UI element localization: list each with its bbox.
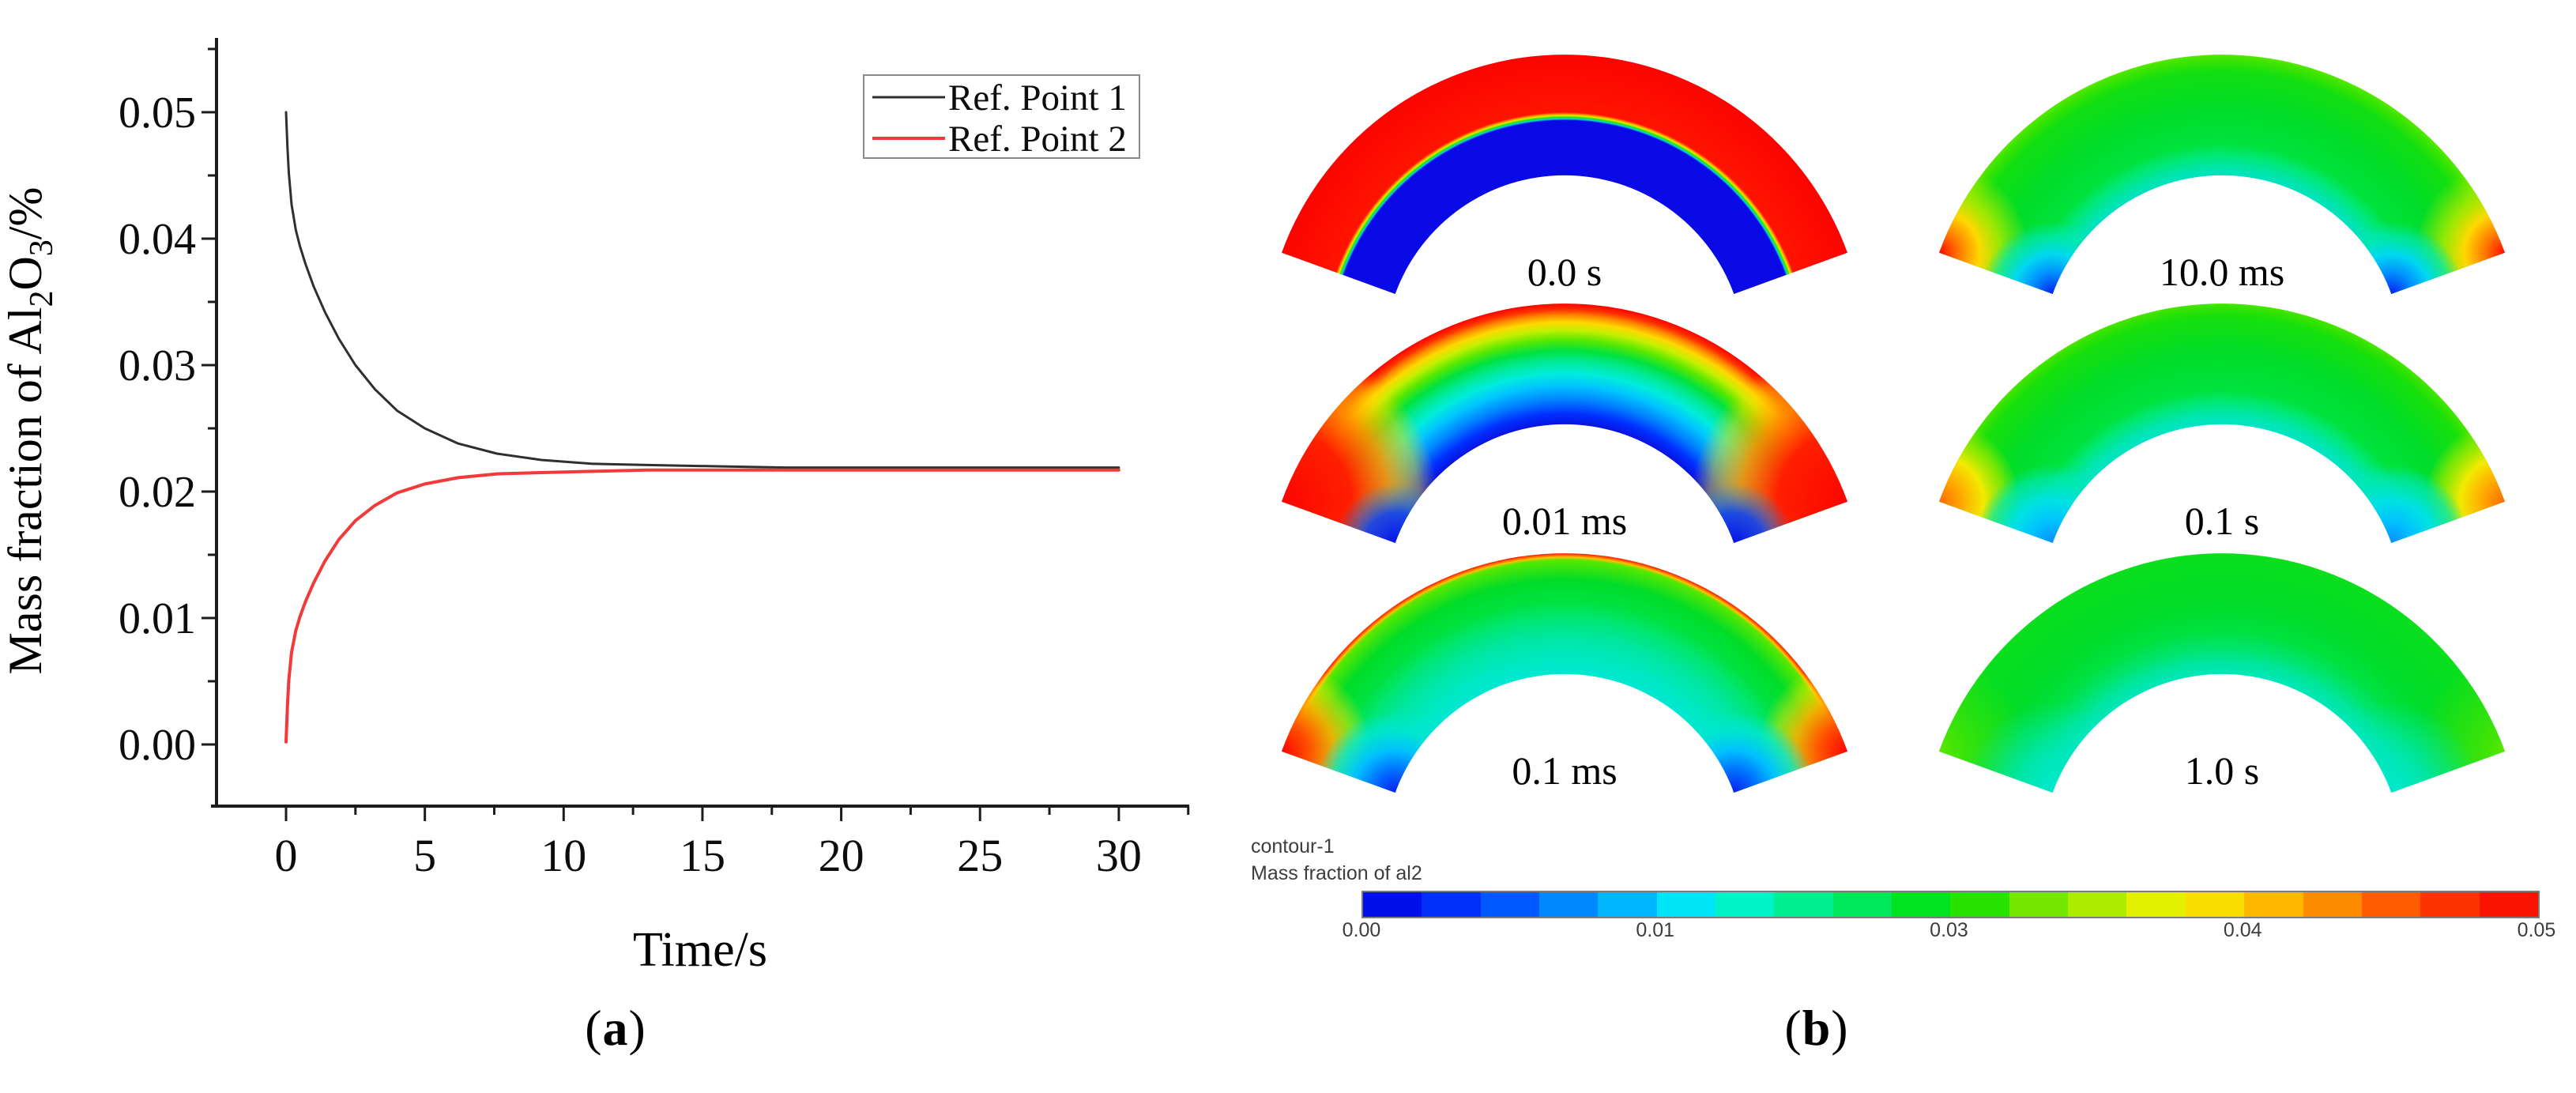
colorbar-segment [1598,892,1657,917]
panel-a-label: (a) [585,999,646,1057]
contour-fan-svg: 10.0 ms [1939,55,2505,294]
y-tick-label: 0.04 [119,215,196,264]
contour-fan-svg: 0.01 ms [1282,303,1847,543]
y-tick-label: 0.03 [119,341,196,390]
colorbar-segment [1363,892,1422,917]
y-tick-label: 0.05 [119,89,196,138]
colorbar-segment [2420,892,2480,917]
series-line-ref-point-1 [284,111,1120,469]
colorbar-segment [2009,892,2069,917]
y-tick-label: 0.00 [119,721,196,770]
colorbar-segment [1774,892,1833,917]
colorbar-tick-label: 0.04 [2223,919,2262,941]
panel-b-label-close: ) [1831,1000,1849,1056]
colorbar-title-line1: contour-1 [1251,835,1335,857]
panel-a-label-letter: a [602,1000,629,1056]
colorbar-segment [1480,892,1540,917]
contour-fan-svg: 0.0 s [1282,55,1847,294]
x-tick-label: 10 [540,830,586,881]
colorbar-tick-label: 0.01 [1636,919,1675,941]
colorbar-segment [2185,892,2245,917]
panel-b: 0.0 s 10.0 ms 0.01 ms 0.1 s 0.1 ms 1.0 s cont… [1233,0,2576,1089]
panel-b-label-open: ( [1784,1000,1802,1056]
legend-box [863,74,1140,159]
x-tick-label: 5 [413,830,436,881]
colorbar-segment [2068,892,2127,917]
colorbar-tick-labels: 0.00 0.01 0.03 0.04 0.05 [1343,919,2556,943]
panel-a: 0 5 10 15 20 25 30 0.00 0.01 0.02 0.03 0.04 0.05 Time… [0,0,1233,1089]
panel-a-label-open: ( [585,1000,603,1056]
contour-fan-svg: 1.0 s [1939,553,2505,793]
colorbar-title: contour-1 Mass fraction of al2 [1251,833,1422,887]
contour-snapshot-0.1-ms: 0.1 ms [1282,553,1847,820]
colorbar-tick-label: 0.03 [1930,919,1968,941]
colorbar-segment [2303,892,2362,917]
x-tick-label: 15 [680,830,725,881]
y-tick-label: 0.02 [119,468,196,517]
time-label: 1.0 s [2185,748,2259,793]
colorbar-segment [1950,892,2009,917]
contour-snapshot-0.1-s: 0.1 s [1939,303,2505,570]
y-axis-title: Mass fraction of Al2O3/% [0,187,60,675]
panel-b-label-letter: b [1802,1000,1832,1056]
time-label: 0.0 s [1527,250,1602,294]
x-tick-label: 20 [819,830,864,881]
time-label: 0.1 s [2185,499,2259,543]
x-axis-title: Time/s [633,923,767,977]
x-tick-label: 0 [275,830,298,881]
y-tick-label: 0.01 [119,594,196,643]
colorbar-title-line2: Mass fraction of al2 [1251,862,1422,884]
contour-snapshot-10.0-ms: 10.0 ms [1939,55,2505,321]
contour-snapshot-0.0-s: 0.0 s [1282,55,1847,321]
colorbar-tick-label: 0.05 [2517,919,2556,941]
legend-entry-label: Ref. Point 2 [948,119,1127,160]
time-label: 0.1 ms [1512,748,1617,793]
colorbar-segment [2244,892,2303,917]
panel-b-label: (b) [1784,999,1848,1057]
series-line-ref-point-2 [284,468,1120,744]
colorbar-segment [1892,892,1951,917]
line-chart: 0 5 10 15 20 25 30 0.00 0.01 0.02 0.03 0.04 0.05 Time… [0,38,1190,977]
time-label: 10.0 ms [2160,250,2284,294]
x-tick-label: 25 [957,830,1003,881]
colorbar-segment [1715,892,1775,917]
contour-snapshot-0.01-ms: 0.01 ms [1282,303,1847,570]
colorbar-segment [1422,892,1481,917]
colorbar-segment [2479,892,2538,917]
contour-snapshot-1.0-s: 1.0 s [1939,553,2505,820]
colorbar-segment [2126,892,2186,917]
colorbar-segment [1539,892,1599,917]
colorbar-segment [2361,892,2421,917]
colorbar-segment [1656,892,1716,917]
colorbar-segment [1832,892,1892,917]
contour-fan-svg: 0.1 ms [1282,553,1847,793]
colorbar [1361,891,2540,918]
time-label: 0.01 ms [1502,499,1627,543]
contour-fan-svg: 0.1 s [1939,303,2505,543]
x-tick-label: 30 [1096,830,1142,881]
panel-a-label-close: ) [628,1000,646,1056]
colorbar-tick-label: 0.00 [1342,919,1381,941]
legend-entry-label: Ref. Point 1 [948,77,1127,119]
